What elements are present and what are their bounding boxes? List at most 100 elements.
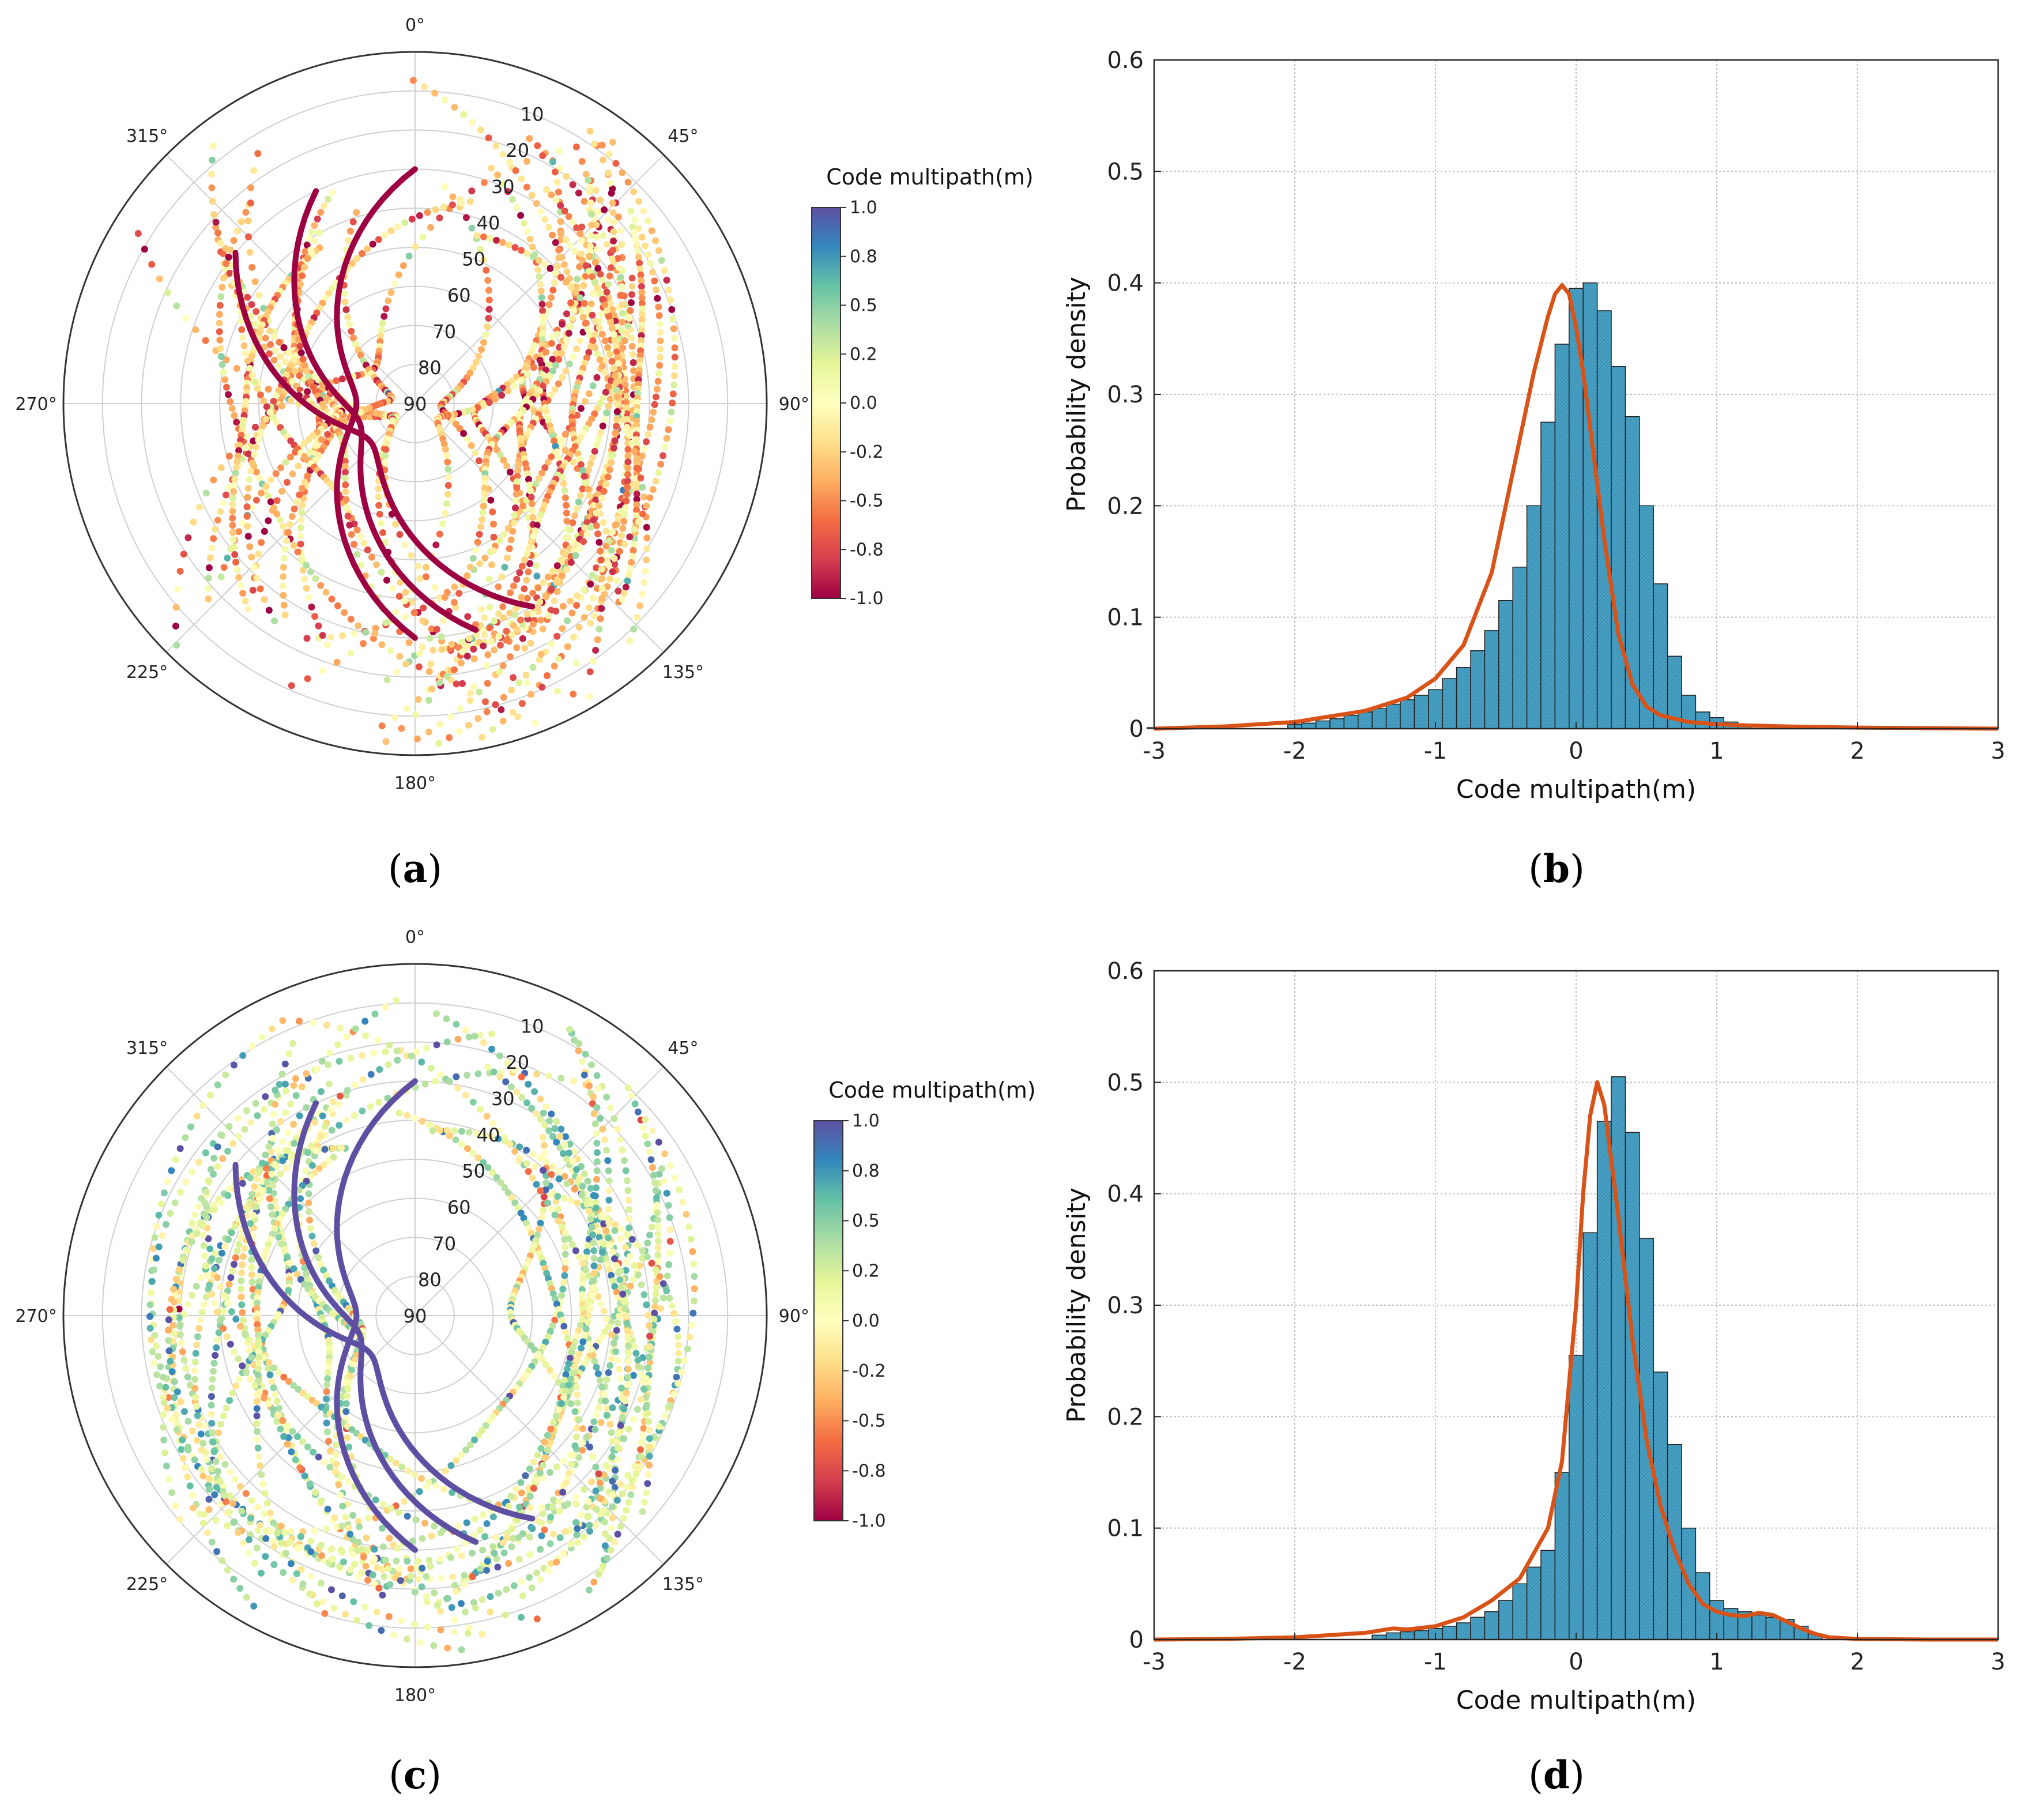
track-point [617,1523,624,1529]
track-point [229,405,236,412]
track-point [657,346,664,353]
track-point [289,513,296,520]
track-point [636,1364,643,1371]
track-point [247,1220,254,1227]
track-point [345,513,352,519]
track-point [563,278,570,285]
track-point [617,1136,624,1143]
track-point [559,1286,566,1293]
track-point [171,1378,178,1385]
track-point [453,1457,460,1464]
track-point [529,1525,536,1532]
track-point [361,1604,368,1611]
track-point [223,1405,230,1412]
track-point [243,1107,250,1114]
track-point [181,1408,188,1415]
track-point [560,480,567,487]
track-point [569,1241,576,1248]
track-point [310,1019,316,1026]
track-point [167,1358,174,1365]
track-point [581,587,587,594]
track-point [511,1148,518,1155]
track-point [280,573,287,580]
track-point [287,397,294,404]
track-point [574,592,581,599]
track-point [656,362,663,369]
y-tick-label: 0 [1129,716,1144,743]
track-point [463,1072,470,1079]
track-point [351,541,357,548]
track-point [678,1369,685,1376]
track-point [543,186,550,193]
track-point [521,220,527,227]
track-point [512,167,519,174]
track-point [614,394,621,401]
track-point [597,1495,604,1502]
track-point [303,1070,310,1077]
track-point [444,1038,451,1045]
track-point [451,599,458,606]
track-point [231,1348,238,1355]
track-point [611,555,618,562]
track-point [666,1250,673,1257]
histogram-bar [1555,344,1569,729]
track-point [610,1340,617,1347]
track-point [647,424,654,431]
track-point [518,1578,525,1585]
track-point [245,533,252,540]
track-point [325,196,331,203]
track-point [266,1195,273,1202]
track-point [642,243,649,250]
track-point [510,674,517,681]
track-point [619,344,626,351]
track-point [544,1200,551,1207]
track-point [478,346,485,353]
track-point [602,1462,609,1469]
track-point [347,1054,354,1061]
track-point [594,636,601,643]
track-point [626,432,633,439]
skyplot-a: 1020304050607080900°45°90°135°180°225°27… [15,16,1033,794]
track-point [429,647,436,654]
track-point [325,1061,331,1068]
track-point [224,1148,231,1155]
track-point [595,1571,602,1578]
track-point [610,209,617,216]
track-point [428,685,435,692]
track-point [566,1026,573,1033]
track-point [272,1101,278,1108]
track-point [625,1426,632,1433]
track-point [212,1517,219,1524]
track-point [634,248,641,255]
track-point [529,1584,536,1591]
track-point [555,380,562,387]
track-point [246,1336,253,1343]
track-point [408,1053,415,1060]
track-point [568,609,575,616]
track-point [524,250,531,257]
track-point [252,444,259,451]
colorbar-tick-label: 0.8 [850,247,877,267]
track-point [578,224,585,231]
track-point [645,1140,651,1147]
track-point [259,1480,266,1487]
track-point [453,1588,459,1595]
track-point [248,1271,255,1278]
track-point [363,1535,370,1542]
x-axis-label: Code multipath(m) [1456,775,1696,804]
track-point [397,531,404,538]
track-point [661,1178,668,1185]
track-point [666,1162,673,1169]
track-point [481,496,488,503]
track-point [184,1474,191,1480]
histogram-bar [1597,311,1611,729]
track-point [501,531,508,538]
track-point [634,1242,641,1249]
track-point [610,331,617,338]
track-point [544,1432,551,1439]
track-point [645,1365,651,1371]
track-point [244,513,251,520]
track-point [312,1489,319,1496]
track-point [247,199,254,206]
track-point [595,1370,602,1377]
